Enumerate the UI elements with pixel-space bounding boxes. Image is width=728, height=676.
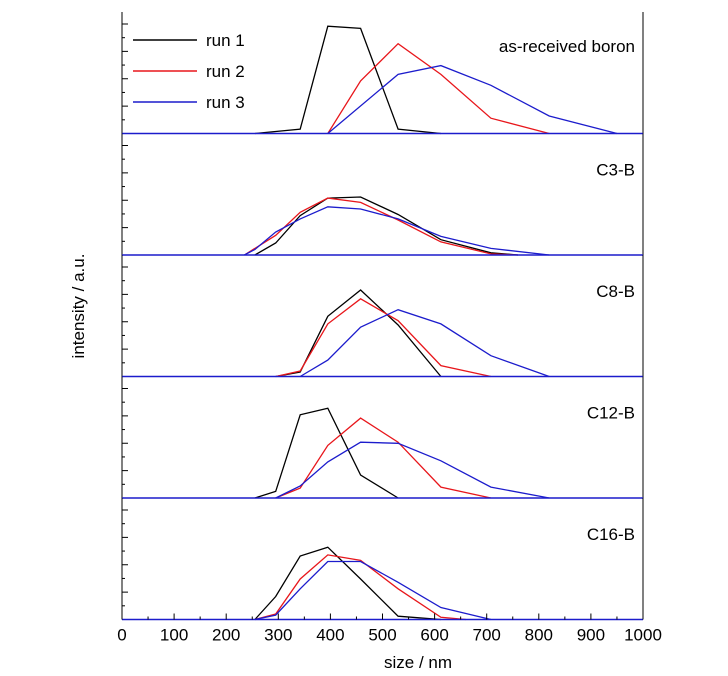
legend: run 1 run 2 run 3 <box>133 31 245 112</box>
y-axis-label: intensity / a.u. <box>69 254 88 359</box>
panel-5: C16-B <box>121 498 644 621</box>
legend-label: run 3 <box>206 93 245 112</box>
panel-label: C8-B <box>596 282 635 301</box>
legend-label: run 2 <box>206 62 245 81</box>
series-line-run-1 <box>254 196 519 256</box>
x-axis: 0 100 200 300 400 500 600 700 800 900 1000 <box>117 613 662 645</box>
series-line-run-2 <box>327 42 550 135</box>
x-tick-label: 700 <box>473 626 501 645</box>
panel-1: as-received boron <box>121 12 644 135</box>
series-line-run-2 <box>275 417 492 499</box>
series-line-run-3 <box>299 309 550 378</box>
x-tick-label: 200 <box>212 626 240 645</box>
x-tick-label: 400 <box>316 626 344 645</box>
panel-3: C8-B <box>121 255 644 378</box>
x-tick-label: 900 <box>577 626 605 645</box>
panel-label: C3-B <box>596 161 635 180</box>
series-line-run-3 <box>254 560 492 621</box>
panel-label: C12-B <box>587 404 635 423</box>
panel-2: C3-B <box>121 133 644 256</box>
x-tick-label: 500 <box>368 626 396 645</box>
x-tick-label: 600 <box>420 626 448 645</box>
series-line-run-1 <box>254 25 441 135</box>
series-line-run-1 <box>254 407 399 499</box>
panel-label: C16-B <box>587 525 635 544</box>
series-line-run-2 <box>254 554 466 621</box>
chart-panels: as-received boron C3-B C8-B C12-B C16-B <box>121 12 644 621</box>
panel-4: C12-B <box>121 376 644 499</box>
x-tick-label: 100 <box>160 626 188 645</box>
x-tick-label: 1000 <box>624 626 662 645</box>
x-tick-label: 0 <box>117 626 126 645</box>
series-line-run-1 <box>275 289 442 378</box>
series-line-run-3 <box>327 64 618 135</box>
x-tick-label: 300 <box>264 626 292 645</box>
series-line-run-3 <box>244 206 550 256</box>
series-line-run-3 <box>275 441 550 499</box>
x-tick-label: 800 <box>525 626 553 645</box>
legend-label: run 1 <box>206 31 245 50</box>
panel-label: as-received boron <box>499 37 635 56</box>
x-axis-label: size / nm <box>384 653 452 672</box>
series-line-run-1 <box>254 546 441 621</box>
series-line-run-2 <box>275 298 492 378</box>
